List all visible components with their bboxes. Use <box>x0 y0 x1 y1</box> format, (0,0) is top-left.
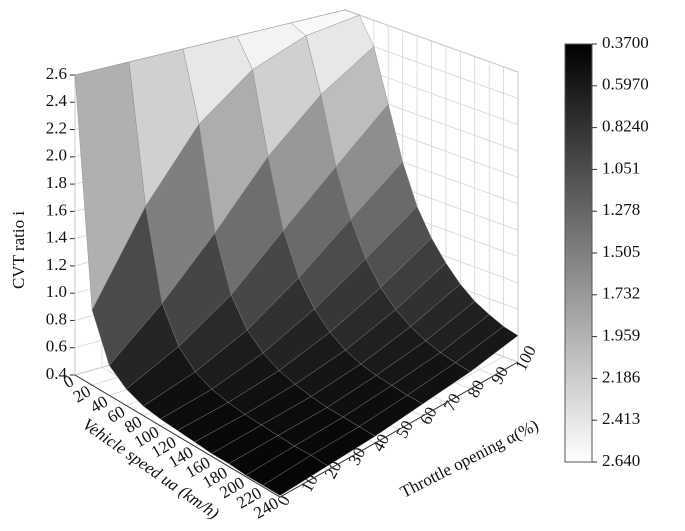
surface-patch <box>262 455 328 496</box>
colorbar-label: 1.959 <box>602 326 640 345</box>
colorbar-label: 0.5970 <box>602 75 649 94</box>
y-axis-label: Throttle opening α(%) <box>397 416 541 502</box>
axis-line <box>74 361 519 498</box>
z-tick-label: 1.6 <box>46 200 67 219</box>
colorbar-label: 0.3700 <box>602 33 649 52</box>
colorbar-label: 0.8240 <box>602 117 649 136</box>
z-tick-label: 0.4 <box>46 364 68 383</box>
z-tick-label: 2.4 <box>46 91 68 110</box>
z-tick-label: 0.6 <box>46 337 67 356</box>
colorbar-label: 1.505 <box>602 242 640 261</box>
colorbar-label: 1.732 <box>602 284 640 303</box>
colorbar-label: 1.278 <box>602 200 640 219</box>
colorbar-label: 2.186 <box>602 367 640 386</box>
z-tick-label: 2.2 <box>46 118 67 137</box>
colorbar-label: 2.413 <box>602 409 640 428</box>
z-tick-label: 1.4 <box>46 228 68 247</box>
colorbar-label: 2.640 <box>602 451 640 470</box>
colorbar <box>564 43 593 463</box>
z-tick-label: 1.8 <box>46 173 67 192</box>
z-tick-label: 1.0 <box>46 282 67 301</box>
colorbar-label: 1.051 <box>602 158 640 177</box>
z-tick-label: 2.6 <box>46 64 67 83</box>
z-tick-label: 0.8 <box>46 309 67 328</box>
z-tick-label: 2.0 <box>46 146 67 165</box>
z-axis-label: CVT ratio i <box>9 211 28 289</box>
z-tick-label: 1.2 <box>46 255 67 274</box>
